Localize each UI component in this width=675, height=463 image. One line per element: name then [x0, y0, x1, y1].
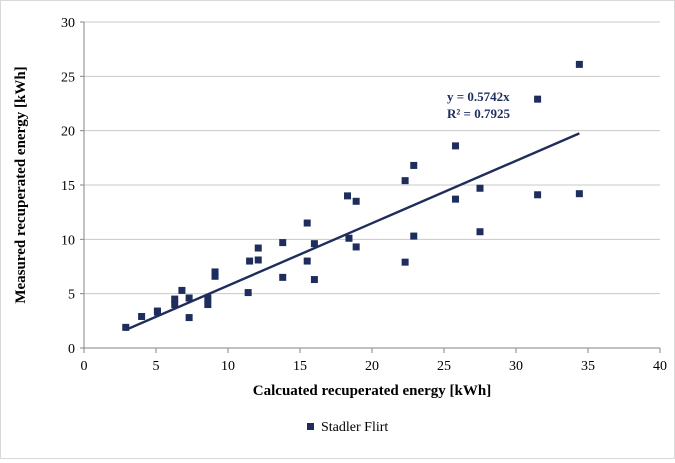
x-axis-title: Calcuated recuperated energy [kWh] — [253, 383, 491, 399]
data-point — [401, 177, 409, 185]
x-tick-label: 10 — [221, 359, 235, 374]
x-tick-label: 30 — [509, 359, 523, 374]
data-point — [352, 197, 360, 205]
trendline-group — [125, 132, 580, 332]
data-point — [534, 95, 542, 103]
x-tick-label: 5 — [153, 359, 160, 374]
data-point — [171, 301, 179, 309]
x-tick-label: 35 — [581, 359, 595, 374]
data-point — [410, 232, 418, 240]
data-point — [401, 258, 409, 266]
y-axis-title: Measured recuperated energy [kWh] — [13, 66, 29, 303]
y-tick-label: 5 — [68, 288, 75, 303]
data-point — [575, 60, 583, 68]
trendline-equation: y = 0.5742x — [447, 89, 510, 104]
data-point — [246, 257, 254, 265]
x-tick-label: 20 — [365, 359, 379, 374]
trendline — [125, 132, 580, 332]
data-point — [310, 240, 318, 248]
data-point — [452, 195, 460, 203]
data-point — [153, 307, 161, 315]
data-point — [575, 190, 583, 198]
x-tick-label: 15 — [293, 359, 307, 374]
legend: Stadler Flirt — [307, 420, 388, 435]
y-tick-label: 25 — [61, 70, 75, 85]
legend-marker — [307, 423, 314, 430]
data-point — [410, 161, 418, 169]
data-point — [204, 294, 212, 302]
data-point — [476, 228, 484, 236]
data-point — [178, 286, 186, 294]
data-point — [344, 192, 352, 200]
data-point — [279, 273, 287, 281]
x-tick-label: 0 — [81, 359, 88, 374]
trendline-r-squared: R² = 0.7925 — [447, 106, 510, 121]
data-point — [254, 244, 262, 252]
y-tick-label: 15 — [61, 179, 75, 194]
data-point — [185, 314, 193, 322]
axes — [80, 21, 661, 353]
data-point — [452, 142, 460, 150]
data-point — [476, 184, 484, 192]
data-point — [303, 257, 311, 265]
data-point — [171, 295, 179, 303]
data-point — [122, 323, 130, 331]
data-point — [352, 243, 360, 251]
data-point — [211, 268, 219, 276]
y-tick-label: 30 — [61, 16, 75, 31]
data-points — [122, 60, 583, 331]
data-point — [534, 191, 542, 199]
data-point — [211, 272, 219, 280]
data-point — [185, 294, 193, 302]
gridlines — [84, 21, 660, 295]
x-tick-label: 25 — [437, 359, 451, 374]
data-point — [303, 219, 311, 227]
data-point — [310, 276, 318, 284]
data-point — [244, 289, 252, 297]
x-tick-label: 40 — [653, 359, 667, 374]
data-point — [345, 234, 353, 242]
y-tick-label: 20 — [61, 125, 75, 140]
data-point — [279, 239, 287, 247]
legend-label: Stadler Flirt — [321, 420, 388, 435]
data-point — [138, 312, 146, 320]
tick-labels: 0 5 10 15 20 25 30 0 5 10 15 20 25 30 35 40 — [61, 16, 667, 374]
data-point — [254, 256, 262, 264]
data-point — [204, 301, 212, 309]
y-tick-label: 0 — [68, 342, 75, 357]
y-tick-label: 10 — [61, 233, 75, 248]
